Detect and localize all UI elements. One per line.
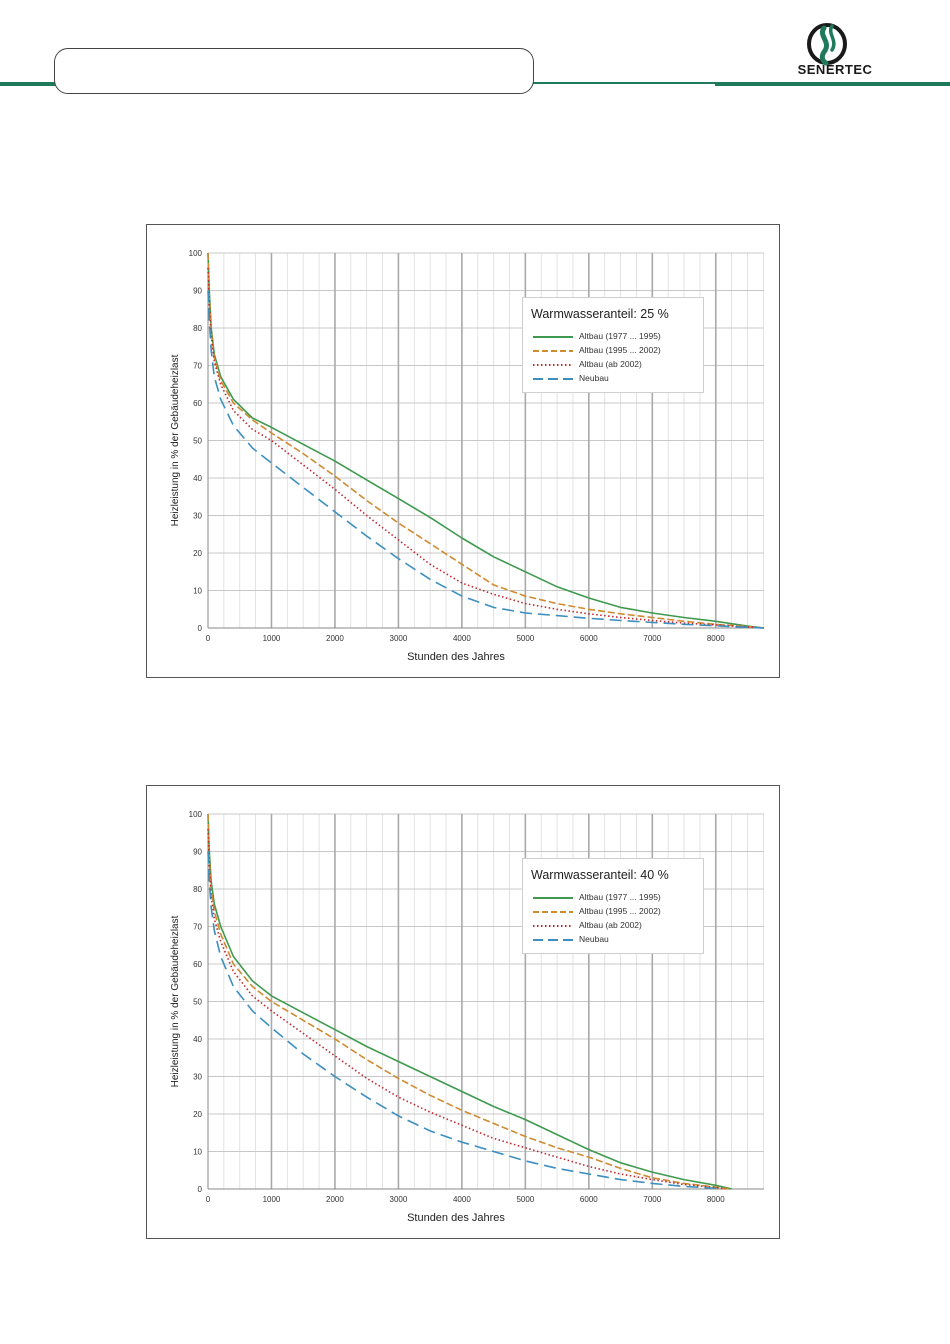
- y-tick-label: 40: [193, 1035, 202, 1044]
- x-tick-label: 2000: [326, 1195, 344, 1204]
- series-line-3: [207, 828, 726, 1190]
- x-tick-label: 4000: [453, 634, 471, 643]
- series-line-2: [207, 252, 765, 629]
- legend-label: Altbau (ab 2002): [579, 359, 642, 369]
- y-tick-label: 70: [193, 923, 202, 932]
- y-tick-label: 60: [193, 960, 202, 969]
- legend-item: Altbau (1977 ... 1995): [531, 330, 701, 344]
- x-tick-label: 1000: [263, 634, 281, 643]
- y-tick-label: 100: [189, 249, 203, 258]
- series-line-1: [207, 813, 732, 1190]
- legend-label: Neubau: [579, 934, 609, 944]
- y-tick-label: 30: [193, 512, 202, 521]
- series-line-1: [207, 252, 765, 629]
- y-tick-label: 30: [193, 1073, 202, 1082]
- legend-label: Altbau (ab 2002): [579, 920, 642, 930]
- y-tick-label: 0: [198, 1185, 203, 1194]
- x-axis-label: Stunden des Jahres: [407, 651, 505, 663]
- chart-legend-1: Warmwasseranteil: 25 % Altbau (1977 ... …: [522, 297, 704, 393]
- y-tick-label: 20: [193, 549, 202, 558]
- y-tick-label: 50: [193, 437, 202, 446]
- chart-legend-2: Warmwasseranteil: 40 % Altbau (1977 ... …: [522, 858, 704, 954]
- x-tick-label: 3000: [390, 634, 408, 643]
- series-line-3: [207, 267, 765, 629]
- y-tick-label: 80: [193, 324, 202, 333]
- x-tick-label: 2000: [326, 634, 344, 643]
- header-rule-mid: [530, 82, 715, 84]
- x-tick-label: 3000: [390, 1195, 408, 1204]
- x-tick-label: 8000: [707, 634, 725, 643]
- legend-label: Altbau (1977 ... 1995): [579, 892, 661, 902]
- chart-title-1: Warmwasseranteil: 25 %: [531, 307, 669, 321]
- x-tick-label: 1000: [263, 1195, 281, 1204]
- x-tick-label: 7000: [643, 1195, 661, 1204]
- y-tick-label: 0: [198, 624, 203, 633]
- legend-item: Neubau: [531, 372, 701, 386]
- legend-item: Altbau (ab 2002): [531, 919, 701, 933]
- y-tick-label: 40: [193, 474, 202, 483]
- x-tick-label: 4000: [453, 1195, 471, 1204]
- legend-label: Neubau: [579, 373, 609, 383]
- y-tick-label: 90: [193, 848, 202, 857]
- chart-panel-2: 0 10 20 30 40 50 60 70 80 90 100 0 1000 2000 3000 4000 5…: [146, 785, 780, 1239]
- y-tick-label: 10: [193, 587, 202, 596]
- y-tick-label: 60: [193, 399, 202, 408]
- x-tick-label: 6000: [580, 1195, 598, 1204]
- y-tick-label: 10: [193, 1148, 202, 1157]
- legend-item: Altbau (1995 ... 2002): [531, 344, 701, 358]
- x-tick-label: 5000: [516, 1195, 534, 1204]
- x-axis-label: Stunden des Jahres: [407, 1212, 505, 1224]
- chart-title-2: Warmwasseranteil: 40 %: [531, 868, 669, 882]
- legend-item: Altbau (1977 ... 1995): [531, 891, 701, 905]
- y-tick-label: 50: [193, 998, 202, 1007]
- header-title-box: [54, 48, 534, 94]
- series-line-4: [207, 851, 723, 1190]
- legend-item: Altbau (ab 2002): [531, 358, 701, 372]
- series-line-4: [207, 290, 765, 629]
- legend-label: Altbau (1995 ... 2002): [579, 906, 661, 916]
- logo-wordmark: SENERTEC: [797, 62, 873, 77]
- series-line-2: [207, 813, 729, 1190]
- y-tick-label: 20: [193, 1110, 202, 1119]
- y-axis-label: Heizleistung in % der Gebäudeheizlast: [170, 915, 181, 1087]
- chart-panel-1: 0 10 20 30 40 50 60 70 80 90 100 0 1000 2000 3000 4000 5…: [146, 224, 780, 678]
- y-tick-label: 90: [193, 287, 202, 296]
- legend-item: Altbau (1995 ... 2002): [531, 905, 701, 919]
- x-tick-label: 6000: [580, 634, 598, 643]
- x-tick-label: 0: [206, 1195, 211, 1204]
- x-tick-label: 0: [206, 634, 211, 643]
- legend-item: Neubau: [531, 933, 701, 947]
- y-tick-label: 100: [189, 810, 203, 819]
- senertec-logo-icon: [807, 23, 847, 66]
- x-tick-label: 7000: [643, 634, 661, 643]
- x-tick-label: 5000: [516, 634, 534, 643]
- y-tick-label: 80: [193, 885, 202, 894]
- x-tick-label: 8000: [707, 1195, 725, 1204]
- y-axis-label: Heizleistung in % der Gebäudeheizlast: [170, 354, 181, 526]
- legend-label: Altbau (1995 ... 2002): [579, 345, 661, 355]
- y-tick-label: 70: [193, 362, 202, 371]
- header-rule-right: [715, 82, 950, 86]
- header-rule-left: [0, 82, 60, 86]
- legend-label: Altbau (1977 ... 1995): [579, 331, 661, 341]
